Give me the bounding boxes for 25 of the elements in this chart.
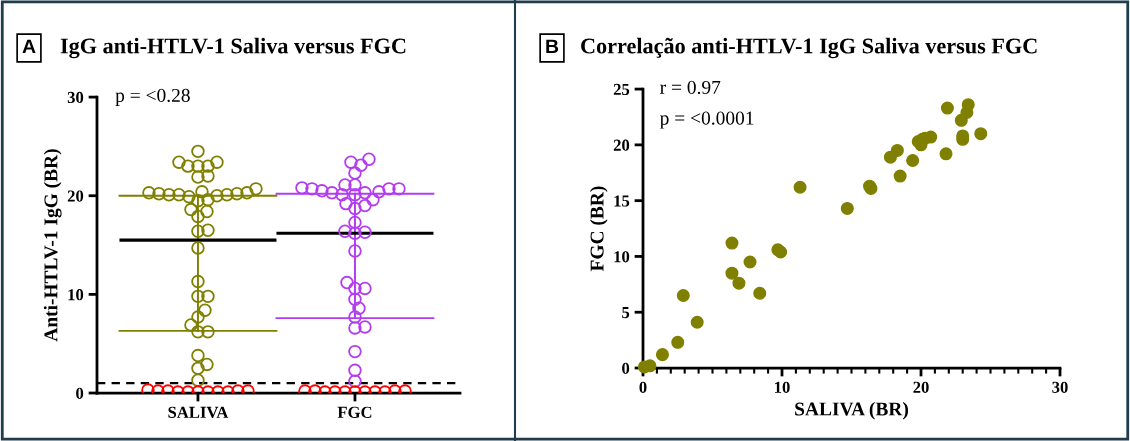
annotation: r = 0.97: [660, 80, 721, 95]
y-tick-label: 15: [614, 195, 630, 207]
y-tick-label: 20: [67, 190, 84, 202]
y-tick-label: 25: [613, 83, 630, 96]
annotation: p = <0.28: [115, 88, 190, 106]
text: B: [546, 39, 559, 54]
x-axis-title: SALIVA (BR): [795, 401, 909, 420]
annotation: p = <0.0001: [659, 111, 754, 129]
x-tick-label: 20: [913, 381, 929, 393]
x-tick-label: 0: [639, 381, 647, 393]
text: A: [22, 39, 36, 54]
x-tick-label: FGC: [337, 406, 372, 418]
x-tick-label: SALIVA: [168, 406, 229, 419]
chart-title: Correlação anti-HTLV-1 IgG Saliva versus FGC: [581, 37, 1037, 59]
y-tick-label: 5: [622, 307, 630, 319]
y-tick-label: 0: [622, 362, 630, 374]
chart-title: IgG anti-HTLV-1 Saliva versus FGC: [60, 37, 406, 59]
y-axis-title: Anti-HTLV-1 IgG (BR): [43, 149, 62, 342]
y-axis-title: FGC (BR): [589, 186, 608, 272]
y-tick-label: 10: [614, 251, 630, 263]
y-tick-label: 20: [613, 139, 630, 151]
x-tick-label: 10: [775, 381, 790, 393]
y-tick-label: 30: [67, 91, 84, 104]
x-tick-label: 30: [1052, 381, 1068, 393]
y-tick-label: 10: [68, 289, 84, 301]
